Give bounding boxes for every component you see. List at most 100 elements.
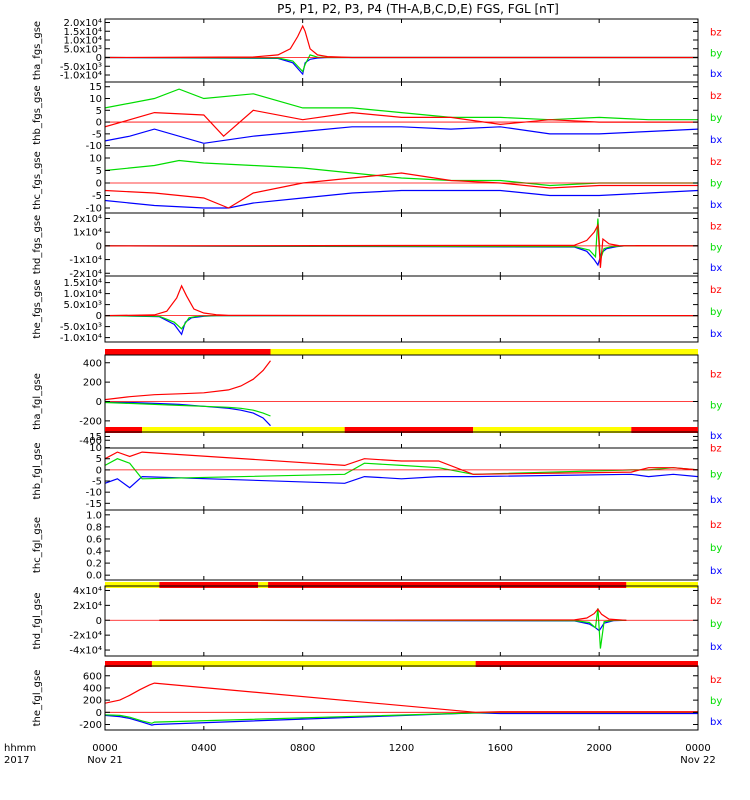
status-bar-segment (105, 582, 160, 588)
panel-thd_fgs_gse: 2x10⁴ 1x10⁴ 0 -1x10⁴ -2x10⁴ thd_fgs_gse bz by bx (32, 212, 722, 280)
y-tick-label: 2x10⁴ (73, 601, 102, 612)
status-bar-segment (159, 582, 259, 588)
y-tick-label: 1.5x10⁴ (63, 27, 102, 38)
legend-by: by (710, 113, 722, 124)
y-tick-label: 0 (96, 311, 102, 322)
y-axis-label: thc_fgl_gse (32, 517, 43, 573)
series-line-bz (105, 172, 698, 209)
status-bar-segment (105, 349, 271, 355)
series-line-bx (105, 126, 698, 144)
series-line-bx (105, 712, 698, 726)
series-line-by (105, 401, 271, 417)
y-tick-label: 0 (96, 708, 102, 719)
y-tick-label: -200 (79, 720, 102, 731)
legend-bx: bx (710, 329, 722, 340)
y-tick-label: 0 (96, 53, 102, 64)
series-line-bz (105, 451, 698, 475)
y-tick-label: 5 (96, 106, 102, 117)
panel-tha_fgs_gse: 2.0x10⁴1.5x10⁴1.0x10⁴5.0x10³0-5.0x10³-1.… (32, 18, 722, 83)
y-tick-label: 0.4 (86, 547, 102, 558)
y-tick-label: 10 (89, 443, 102, 454)
legend-by: by (710, 696, 722, 707)
y-tick-label: -10 (86, 204, 102, 215)
y-tick-label: 5 (96, 166, 102, 177)
status-bar-segment (270, 349, 698, 355)
legend-bx: bx (710, 135, 722, 146)
series-line-by (105, 88, 698, 121)
y-tick-label: 1.0x10⁴ (63, 36, 102, 47)
legend-bz: bz (710, 91, 722, 102)
legend-bz: bz (710, 157, 722, 168)
legend-by: by (710, 469, 722, 480)
y-tick-label: -10 (86, 488, 102, 499)
y-tick-label: 2.0x10⁴ (63, 18, 102, 29)
legend-by: by (710, 178, 722, 189)
y-tick-label: 2x10⁴ (73, 214, 102, 225)
y-axis-label: the_fgl_gse (32, 670, 43, 727)
series-line-bx (105, 189, 698, 209)
y-axis-label: thd_fgs_gse (32, 215, 43, 274)
y-axis-label: thb_fgs_gse (32, 85, 43, 144)
y-tick-label: 0.8 (86, 522, 102, 533)
y-tick-label: 15 (89, 432, 102, 443)
x-tick-label: 0800 (290, 743, 315, 754)
series-line-by (159, 608, 627, 649)
y-tick-label: 5.0x10³ (63, 300, 102, 311)
status-bar-segment (344, 427, 474, 433)
panel-frame (104, 212, 699, 277)
y-tick-label: -200 (79, 416, 102, 427)
series-line-bz (105, 109, 698, 138)
status-bar-segment (105, 661, 152, 667)
legend-bx: bx (710, 566, 722, 577)
y-tick-label: 600 (83, 671, 102, 682)
y-tick-label: -2x10⁴ (69, 631, 102, 642)
y-tick-label: 1x10⁴ (73, 228, 102, 239)
y-tick-label: 15 (89, 82, 102, 93)
y-axis-label: the_fgs_gse (32, 279, 43, 338)
legend-by: by (710, 400, 722, 411)
y-tick-label: -2x10⁴ (69, 269, 102, 280)
legend-bx: bx (710, 431, 722, 442)
status-bar-segment (151, 661, 476, 667)
x-tick-label: 2000 (586, 743, 611, 754)
y-tick-label: 0 (96, 397, 102, 408)
panel-frame (104, 147, 699, 214)
legend-by: by (710, 242, 722, 253)
legend-by: by (710, 307, 722, 318)
series-line-bz (105, 223, 698, 268)
y-tick-label: -1.0x10⁴ (60, 71, 102, 82)
series-line-bz (105, 284, 698, 317)
legend-by: by (710, 543, 722, 554)
series-line-bz (105, 682, 698, 713)
legend-by: by (710, 48, 722, 59)
y-tick-label: -5.0x10³ (60, 62, 102, 73)
panel-thc_fgs_gse: 105 0-5 -10 thc_fgs_gse bz by bx (32, 147, 722, 215)
legend-bz: bz (710, 675, 722, 686)
y-tick-label: 5.0x10³ (63, 44, 102, 55)
panel-frame (104, 509, 699, 581)
status-bar-segment (268, 582, 627, 588)
status-bar-segment (258, 582, 269, 588)
y-tick-label: 0.2 (86, 559, 102, 570)
legend-bx: bx (710, 642, 722, 653)
legend-bz: bz (710, 520, 722, 531)
y-axis-label: thd_fgl_gse (32, 593, 43, 650)
panel-thd_fgl_gse: 4x10⁴ 2x10⁴ 0 -2x10⁴ -4x10⁴ thd_fgl_gse bz by bx (32, 585, 722, 667)
legend-bz: bz (710, 285, 722, 296)
series-line-bx (159, 619, 627, 632)
y-tick-label: 200 (83, 696, 102, 707)
y-tick-label: 0.6 (86, 534, 102, 545)
y-tick-label: 200 (83, 378, 102, 389)
y-tick-label: 10 (89, 154, 102, 165)
y-tick-label: 0 (96, 118, 102, 129)
y-tick-label: -400 (79, 436, 102, 447)
y-tick-label: -15 (86, 499, 102, 510)
legend-by: by (710, 619, 722, 630)
y-tick-label: 1.0x10⁴ (63, 289, 102, 300)
y-tick-label: 1.5x10⁴ (63, 278, 102, 289)
